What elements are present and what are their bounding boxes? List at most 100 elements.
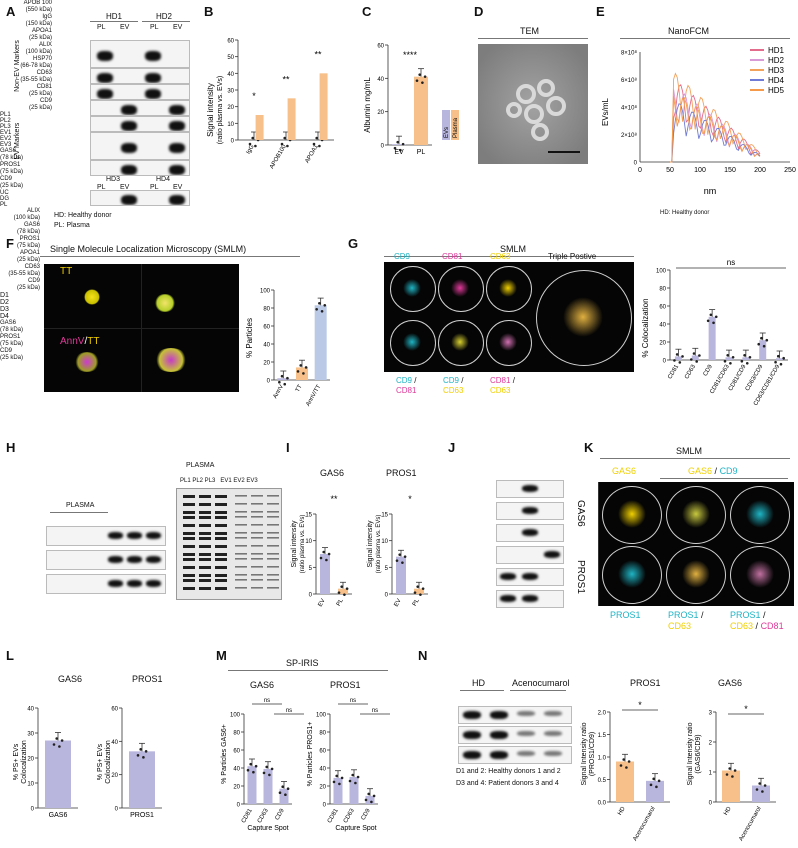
gel-band: [235, 495, 247, 497]
f-ytick: 80: [263, 307, 270, 313]
gel-band: [235, 566, 247, 568]
i-pros1-bar: [414, 588, 424, 594]
l-gas6-xtick: GAS6: [49, 812, 68, 819]
gel-band: [251, 587, 263, 589]
n-hd: HD: [472, 678, 485, 688]
n-pros1-point: [649, 783, 653, 787]
g-bar: [725, 357, 733, 360]
n-title-pros1: PROS1: [630, 678, 661, 688]
n-band: [544, 751, 562, 756]
smlm-f-title: Single Molecule Localization Microscopy …: [50, 244, 247, 254]
gel-band: [251, 566, 263, 568]
i-ylabel-1a: Signal intensity: [291, 520, 298, 568]
m-gas6-point: [246, 768, 250, 772]
smlm-spot: [498, 332, 518, 352]
k-divider: [598, 482, 599, 606]
gel-band: [183, 558, 195, 561]
f-point: [283, 382, 287, 386]
m-gas6-bar: [279, 788, 289, 804]
n-sig: *: [744, 704, 748, 714]
gel-band: [215, 558, 227, 561]
h-band: [108, 532, 123, 539]
g-xtick: CD81: [667, 363, 680, 380]
lane-pl-3: PL: [97, 184, 106, 191]
g-bot-cd9-cd63: CD9 /CD63: [443, 376, 464, 395]
c-point: [399, 148, 402, 152]
n-aceno: Acenocumarol: [512, 678, 570, 688]
i-pros1-ytick: 0: [385, 593, 389, 599]
f-bar: [314, 305, 327, 380]
j-blot-row: [496, 546, 564, 564]
i-pros1-point: [416, 585, 419, 588]
g-ytick: 40: [659, 323, 666, 329]
smlm-k-spot: [746, 560, 774, 588]
gel-band: [251, 537, 263, 539]
i-gas6-point: [337, 591, 341, 594]
m-title-gas6: GAS6: [250, 680, 275, 690]
b-ytick: 60: [227, 39, 234, 45]
n-band: [544, 711, 562, 716]
m-ylabel-gas6: % Particles GAS6+: [221, 724, 228, 784]
h-blot-row: [46, 526, 166, 546]
gel-band: [235, 545, 247, 547]
i-pros1-xtick: EV: [394, 598, 403, 608]
n-pros1-point: [622, 758, 625, 761]
gel-band: [183, 516, 195, 519]
panel-l-letter: L: [6, 648, 14, 663]
f-xtick: AnnV/TT: [305, 384, 322, 408]
l-ylabel-2a: Colocalization: [21, 740, 28, 784]
lane-ev-4: EV: [173, 184, 183, 191]
g-point: [731, 356, 735, 359]
gel-band: [267, 545, 279, 547]
c-legend-ev: EVs: [444, 127, 450, 138]
m-gas6-ytick: 80: [233, 731, 240, 737]
a-blot-row: [90, 84, 190, 100]
i-pros1-ytick: 10: [381, 539, 388, 545]
j-band: [522, 485, 538, 492]
l-ylabel-1a: % PS+ EVs: [13, 743, 20, 780]
panel-a-letter: A: [6, 4, 16, 19]
j-marker-label: PROS1 (75 kDa): [16, 236, 40, 249]
gel-band: [251, 524, 263, 526]
l-pros1-ytick: 60: [111, 707, 118, 713]
gel-band: [251, 532, 263, 534]
c-bar: [414, 76, 428, 145]
b-point: [318, 144, 321, 148]
e-ytick: 8×10⁸: [621, 50, 638, 57]
a-marker-label: APOA1 (25 kDa): [28, 28, 52, 41]
b-point: [286, 144, 289, 148]
j-band: [522, 529, 538, 536]
n-pros1-ytick: 1.5: [598, 733, 607, 739]
e-ytick: 6×10⁸: [621, 77, 638, 84]
m-gas6-ytick: 40: [233, 767, 240, 773]
b-point: [280, 142, 284, 146]
panel-c-letter: C: [362, 4, 372, 19]
smlm-g-title: SMLM: [500, 244, 527, 254]
m-gas6-bar: [263, 768, 273, 804]
nanofcm-title: NanoFCM: [668, 26, 710, 36]
i-ylabel-2a: (ratio plasma vs. EVs): [300, 515, 306, 574]
g-ytick: 0: [663, 359, 667, 365]
h-band: [146, 556, 161, 563]
n-ylabel-1b: Signal Intensity ratio: [687, 722, 694, 785]
l-pros1-ytick: 0: [115, 807, 119, 813]
n-pros1-xtick: Acenocumarol: [632, 806, 656, 842]
a-band: [121, 195, 137, 205]
smlm-f-image: [44, 264, 239, 392]
n-pros1-ytick: 0.5: [598, 778, 607, 784]
h-band: [146, 532, 161, 539]
m-gas6-ytick: 100: [230, 713, 241, 719]
a-blot-row: [90, 190, 190, 206]
l-gas6-bar: [45, 740, 71, 808]
m-pros1-ytick: 80: [319, 731, 326, 737]
gel-band: [183, 545, 195, 548]
e-series-line: [670, 96, 761, 163]
l-pros1-xtick: PROS1: [130, 812, 154, 819]
l-pros1-point: [136, 754, 140, 757]
n-band: [490, 711, 508, 719]
e-ytick: 0: [634, 161, 638, 167]
m-pros1-point: [372, 794, 376, 798]
gel-band: [251, 503, 263, 505]
gel-band: [183, 537, 195, 540]
g-bar: [759, 340, 767, 360]
